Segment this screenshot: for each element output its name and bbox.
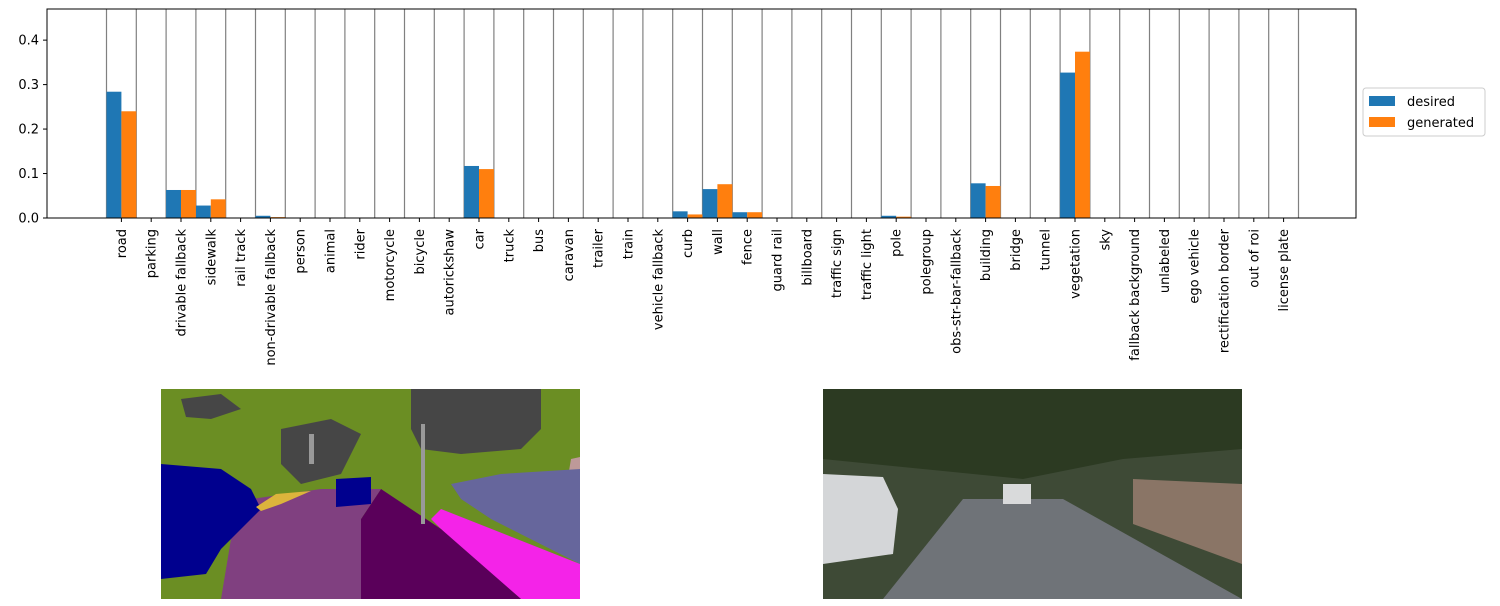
legend-label-generated: generated <box>1407 116 1474 131</box>
x-tick-label-bus: bus <box>532 229 547 252</box>
y-tick-label: 0.1 <box>18 167 39 182</box>
x-tick-label-traffic-light: traffic light <box>860 229 875 300</box>
y-tick-label: 0.2 <box>18 123 39 138</box>
x-tick-label-billboard: billboard <box>800 229 815 286</box>
x-tick-label-guard-rail: guard rail <box>771 229 786 292</box>
x-tick-label-license-plate: license plate <box>1277 229 1292 311</box>
x-tick-label-polegroup: polegroup <box>920 229 935 295</box>
x-tick-label-non-drivable-fallback: non-drivable fallback <box>264 229 279 366</box>
legend: desired generated <box>1362 87 1486 137</box>
x-tick-label-pole: pole <box>890 229 905 257</box>
bar-desired-vegetation <box>1060 72 1075 219</box>
bar-desired-non-drivable-fallback <box>255 215 271 218</box>
bar-desired-drivable-fallback <box>166 189 181 218</box>
x-tick-label-wall: wall <box>711 229 726 255</box>
x-tick-label-ego-vehicle: ego vehicle <box>1188 229 1203 304</box>
bar-generated-wall <box>717 184 733 218</box>
bar-desired-curb <box>672 211 688 218</box>
x-tick-label-road: road <box>115 229 130 258</box>
x-tick-label-truck: truck <box>502 229 517 263</box>
x-tick-label-bridge: bridge <box>1009 229 1024 271</box>
x-tick-label-out-of-roi: out of roi <box>1247 229 1262 288</box>
bar-desired-fence <box>732 212 748 218</box>
x-tick-label-sidewalk: sidewalk <box>204 229 219 286</box>
x-tick-label-car: car <box>473 228 488 249</box>
x-tick-label-traffic-sign: traffic sign <box>830 229 845 298</box>
legend-label-desired: desired <box>1407 95 1455 110</box>
x-axis: road parking drivable fallback sidewalk rail… <box>115 218 1292 366</box>
y-axis: 0.0 0.1 0.2 0.3 0.4 <box>18 34 47 227</box>
bar-generated-vegetation <box>1075 51 1090 218</box>
x-tick-label-parking: parking <box>145 229 160 278</box>
segmentation-map-image <box>161 389 580 599</box>
bar-generated-sidewalk <box>210 199 226 218</box>
bar-generated-pole <box>896 216 912 218</box>
x-tick-label-trailer: trailer <box>592 228 607 268</box>
x-tick-label-obs-str-bar-fallback: obs-str-bar-fallback <box>949 229 964 354</box>
x-tick-label-rectification-border: rectification border <box>1218 228 1233 353</box>
bar-generated-car <box>479 169 494 218</box>
street-photo-image <box>823 389 1242 599</box>
legend-swatch-generated <box>1369 117 1395 127</box>
axes-frame <box>46 8 1357 219</box>
bar-desired-road <box>106 91 122 218</box>
x-tick-label-caravan: caravan <box>562 229 577 281</box>
bar-generated-road <box>121 111 137 218</box>
x-tick-label-vehicle-fallback: vehicle fallback <box>651 229 666 331</box>
x-tick-label-vegetation: vegetation <box>1069 229 1084 299</box>
x-tick-label-tunnel: tunnel <box>1039 229 1054 270</box>
x-tick-label-sky: sky <box>1098 229 1113 251</box>
x-tick-label-rider: rider <box>353 228 368 259</box>
y-tick-label: 0.4 <box>18 34 39 49</box>
x-tick-label-unlabeled: unlabeled <box>1158 229 1173 293</box>
legend-swatch-desired <box>1369 96 1395 106</box>
x-tick-label-motorcycle: motorcycle <box>383 229 398 301</box>
x-tick-label-animal: animal <box>324 229 339 273</box>
bar-desired-wall <box>702 189 718 218</box>
bar-desired-building <box>970 183 986 218</box>
x-tick-label-bicycle: bicycle <box>413 229 428 274</box>
bar-desired-sidewalk <box>195 205 211 218</box>
y-tick-label: 0.3 <box>18 78 39 93</box>
x-tick-label-fence: fence <box>741 229 756 265</box>
class-distribution-chart: 0.0 0.1 0.2 0.3 0.4 road parking drivable fall… <box>18 8 1486 366</box>
bar-desired-pole <box>881 215 897 218</box>
bar-generated-curb <box>687 214 703 218</box>
x-tick-label-train: train <box>622 229 637 259</box>
bar-generated-drivable-fallback <box>181 189 196 218</box>
x-tick-label-building: building <box>979 229 994 281</box>
bar-generated-fence <box>747 212 763 218</box>
bar-generated-building <box>985 185 1001 218</box>
plot-area <box>46 8 1357 219</box>
y-tick-label: 0.0 <box>18 212 39 227</box>
x-tick-label-person: person <box>294 229 309 274</box>
x-tick-label-autorickshaw: autorickshaw <box>443 229 458 316</box>
x-tick-label-rail-track: rail track <box>234 229 249 287</box>
x-tick-label-curb: curb <box>681 229 696 258</box>
bar-desired-car <box>464 165 479 218</box>
x-tick-label-drivable-fallback: drivable fallback <box>175 229 190 337</box>
x-tick-label-fallback-background: fallback background <box>1128 229 1143 361</box>
